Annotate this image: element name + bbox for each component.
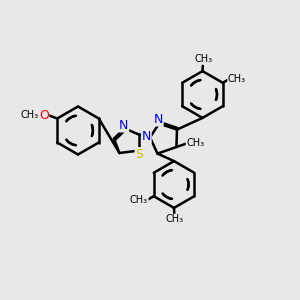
Text: N: N (154, 113, 163, 126)
Text: O: O (39, 109, 49, 122)
Text: CH₃: CH₃ (186, 138, 204, 148)
Text: N: N (119, 119, 129, 132)
Text: CH₃: CH₃ (130, 195, 148, 205)
Text: CH₃: CH₃ (20, 110, 38, 121)
Text: N: N (142, 130, 151, 143)
Text: CH₃: CH₃ (194, 54, 212, 64)
Text: CH₃: CH₃ (228, 74, 246, 84)
Text: CH₃: CH₃ (165, 214, 183, 224)
Text: S: S (135, 148, 143, 161)
